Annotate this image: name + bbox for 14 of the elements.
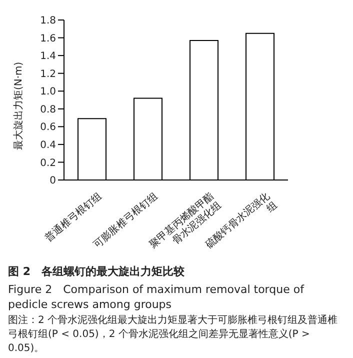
y-tick-label: 1.6 (40, 33, 56, 44)
y-axis-title: 最大旋出力矩(N·m) (12, 62, 25, 150)
y-tick-label: 1.0 (40, 86, 56, 98)
y-tick-label: 0 (50, 176, 56, 187)
y-tick-label: 0.4 (40, 140, 56, 151)
y-tick-label: 1.4 (40, 51, 56, 62)
text: 图注：2 个骨水泥强化组最大旋出力矩显著大于可膨胀椎弓根钉组及普通椎弓根钉组(P < 0.05)，2 个骨水泥强化组之间差异无显著性意义(P > 0.05)。 (8, 315, 338, 354)
text: 图 2 各组螺钉的最大旋出力矩比较 (8, 264, 186, 279)
text: Figure 2 Comparison of maximum removal torque of pedicle screws among groups (8, 282, 306, 312)
y-tick-label: 0.6 (40, 122, 56, 134)
y-tick-label: 0.8 (40, 104, 56, 116)
y-tick-label: 0.2 (40, 158, 56, 169)
y-tick-label: 1.8 (40, 16, 56, 27)
y-tick-label: 1.2 (40, 68, 56, 80)
